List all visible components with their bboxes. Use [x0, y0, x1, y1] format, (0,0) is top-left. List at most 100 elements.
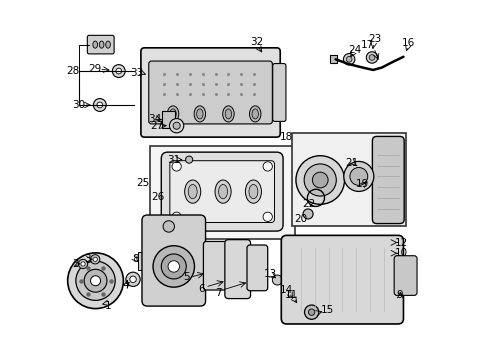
Text: 3: 3 — [84, 254, 90, 264]
Circle shape — [304, 305, 318, 319]
Text: 12: 12 — [394, 238, 407, 248]
Circle shape — [295, 156, 344, 204]
Circle shape — [169, 118, 183, 133]
Text: 10: 10 — [394, 248, 407, 258]
Circle shape — [308, 309, 314, 315]
Text: 33: 33 — [130, 68, 143, 78]
Text: 5: 5 — [183, 272, 189, 282]
Circle shape — [93, 99, 106, 111]
Text: 34: 34 — [147, 114, 161, 124]
FancyBboxPatch shape — [246, 245, 267, 291]
Circle shape — [90, 276, 101, 286]
Circle shape — [93, 257, 97, 261]
FancyBboxPatch shape — [169, 161, 274, 222]
Circle shape — [163, 221, 174, 232]
Text: 15: 15 — [320, 305, 333, 315]
Text: 24: 24 — [347, 45, 361, 55]
Bar — [162, 111, 175, 128]
FancyBboxPatch shape — [161, 152, 283, 231]
Text: 13: 13 — [264, 269, 277, 279]
Circle shape — [343, 161, 373, 192]
Circle shape — [125, 272, 140, 287]
Ellipse shape — [248, 184, 257, 199]
Circle shape — [343, 54, 354, 65]
Circle shape — [303, 209, 312, 219]
Circle shape — [263, 162, 272, 171]
FancyBboxPatch shape — [142, 215, 205, 306]
FancyBboxPatch shape — [148, 61, 272, 124]
Ellipse shape — [99, 41, 104, 48]
Ellipse shape — [196, 109, 203, 119]
Circle shape — [173, 122, 180, 129]
Circle shape — [153, 246, 194, 287]
Text: 32: 32 — [250, 37, 263, 48]
Circle shape — [366, 52, 377, 63]
FancyBboxPatch shape — [141, 48, 280, 137]
Circle shape — [172, 212, 181, 221]
Ellipse shape — [249, 106, 261, 122]
Text: 17: 17 — [360, 40, 374, 50]
Circle shape — [346, 57, 351, 62]
Ellipse shape — [184, 180, 201, 203]
Text: 26: 26 — [151, 192, 164, 202]
Circle shape — [130, 276, 136, 283]
Text: 29: 29 — [88, 64, 102, 74]
Circle shape — [263, 212, 272, 221]
Ellipse shape — [245, 180, 261, 203]
Text: 30: 30 — [72, 100, 85, 110]
Text: 28: 28 — [66, 66, 80, 76]
Text: 21: 21 — [345, 158, 358, 168]
Ellipse shape — [188, 184, 197, 199]
Text: 9: 9 — [396, 290, 403, 300]
Text: 11: 11 — [284, 290, 297, 300]
Circle shape — [304, 164, 336, 196]
Circle shape — [97, 102, 102, 108]
FancyBboxPatch shape — [281, 235, 403, 324]
Circle shape — [76, 261, 115, 300]
Text: 20: 20 — [294, 214, 307, 224]
Circle shape — [78, 259, 87, 269]
Text: 18: 18 — [280, 132, 293, 142]
Text: 6: 6 — [198, 284, 204, 294]
Circle shape — [161, 254, 186, 279]
Text: 16: 16 — [401, 38, 415, 48]
Text: 22: 22 — [302, 199, 315, 209]
FancyBboxPatch shape — [372, 136, 404, 224]
Circle shape — [272, 275, 282, 285]
Text: 8: 8 — [132, 254, 139, 264]
Text: 27: 27 — [150, 121, 163, 131]
Ellipse shape — [222, 106, 234, 122]
FancyBboxPatch shape — [224, 240, 250, 298]
Circle shape — [172, 162, 181, 171]
Circle shape — [67, 253, 123, 309]
Text: 31: 31 — [167, 155, 180, 165]
Circle shape — [116, 68, 122, 74]
FancyBboxPatch shape — [393, 256, 416, 296]
Ellipse shape — [93, 41, 97, 48]
Text: 14: 14 — [280, 285, 293, 295]
Circle shape — [349, 167, 367, 185]
Ellipse shape — [251, 109, 258, 119]
Ellipse shape — [225, 109, 231, 119]
Circle shape — [368, 55, 374, 60]
Text: 7: 7 — [215, 288, 222, 297]
Ellipse shape — [194, 106, 205, 122]
FancyBboxPatch shape — [87, 35, 114, 54]
Circle shape — [84, 269, 107, 292]
Circle shape — [168, 261, 179, 272]
Text: 23: 23 — [367, 34, 381, 44]
Bar — [149, 146, 294, 239]
Text: 1: 1 — [104, 301, 111, 311]
FancyBboxPatch shape — [272, 64, 285, 121]
Bar — [138, 252, 149, 270]
Circle shape — [185, 156, 192, 163]
Circle shape — [81, 262, 85, 266]
Text: 25: 25 — [136, 178, 149, 188]
Text: 19: 19 — [355, 179, 368, 189]
Text: 2: 2 — [72, 259, 79, 269]
Ellipse shape — [218, 184, 227, 199]
Circle shape — [312, 172, 327, 188]
Ellipse shape — [167, 106, 179, 122]
Circle shape — [112, 64, 125, 77]
Ellipse shape — [169, 109, 176, 119]
